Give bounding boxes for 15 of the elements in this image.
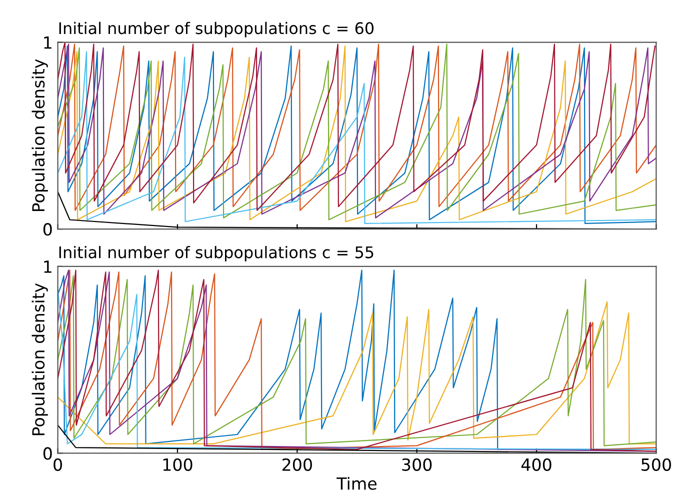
x-axis-title: Time (336, 476, 377, 490)
x-tick-label: 400 (521, 458, 552, 471)
y-tick-label: 0 (43, 447, 52, 460)
y-tick-label: 0 (43, 223, 52, 236)
y-axis-title: Population density (32, 283, 48, 436)
y-tick-label: 1 (44, 260, 52, 273)
x-tick-label: 100 (163, 458, 192, 471)
x-tick-label: 0 (54, 458, 62, 471)
x-tick-label: 500 (642, 458, 671, 471)
x-tick-label: 300 (402, 458, 432, 471)
x-tick-label: 200 (282, 458, 312, 471)
y-axis-title: Population density (32, 59, 48, 212)
chart-title: Initial number of subpopulations c = 60 (59, 22, 374, 38)
y-tick-label: 1 (44, 36, 52, 49)
chart-title: Initial number of subpopulations c = 55 (59, 246, 374, 262)
